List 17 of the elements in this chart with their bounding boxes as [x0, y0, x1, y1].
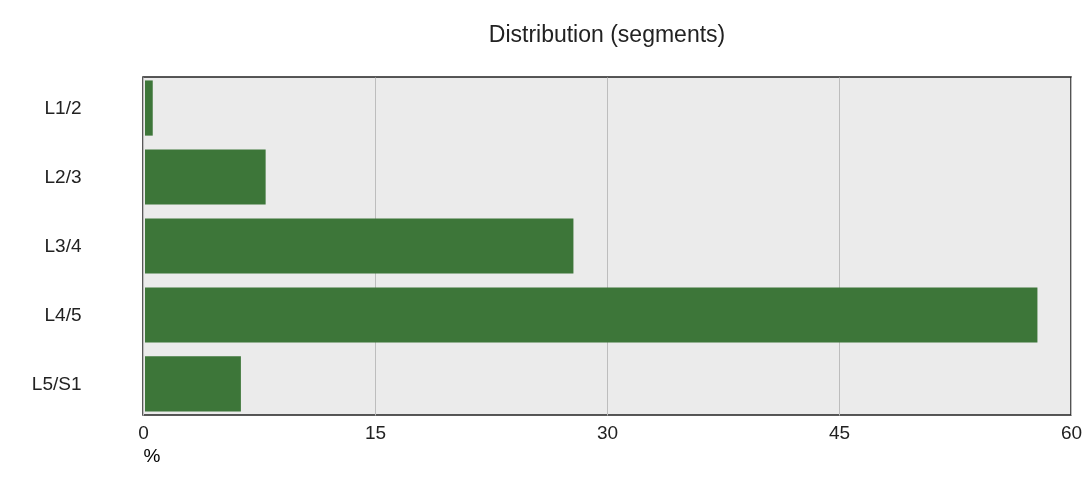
bar [145, 218, 574, 274]
chart-title: Distribution (segments) [488, 21, 726, 47]
x-tick-label: 60 [1060, 421, 1083, 443]
x-axis-title: % [143, 444, 161, 466]
y-tick-label: L5/S1 [31, 372, 82, 394]
bar [145, 80, 153, 136]
y-tick-label: L4/5 [44, 303, 82, 325]
y-tick-label: L3/4 [44, 235, 82, 256]
bar [145, 149, 266, 205]
y-tick-label: L2/3 [44, 166, 82, 188]
x-tick-label: 45 [828, 421, 851, 443]
x-tick-label: 15 [364, 421, 387, 443]
x-tick-label: 0 [138, 421, 149, 443]
x-tick-label: 30 [596, 421, 619, 443]
y-tick-label: L1/2 [44, 97, 82, 119]
bar [145, 287, 1038, 343]
bar [145, 356, 241, 412]
